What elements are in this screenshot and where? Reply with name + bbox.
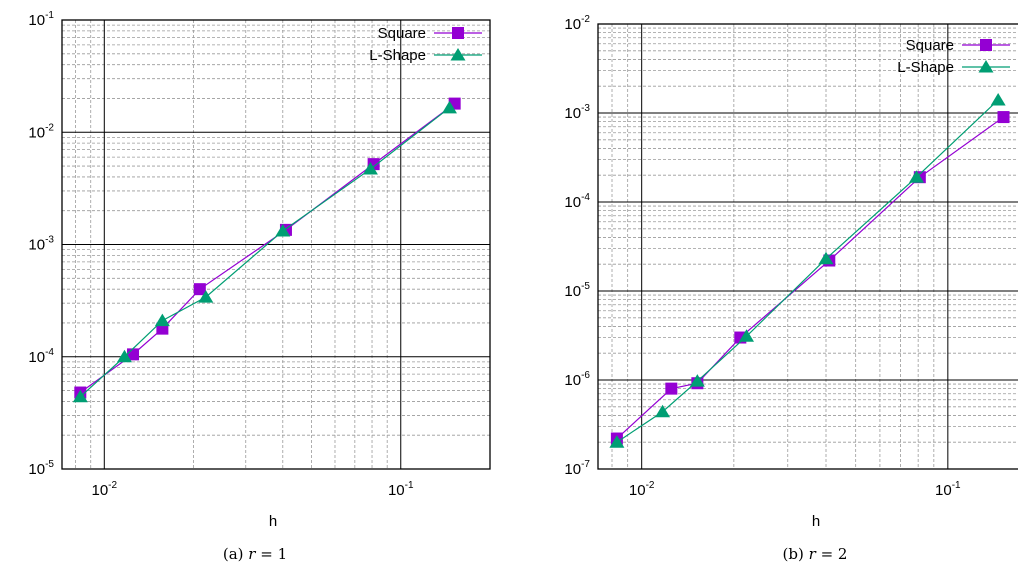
data-point xyxy=(908,170,924,183)
data-point xyxy=(154,313,170,327)
data-point xyxy=(198,290,214,303)
data-point xyxy=(997,111,1010,124)
y-tick-label: 10-1 xyxy=(28,10,54,29)
y-tick-label: 10-5 xyxy=(28,459,54,478)
legend-label: L-Shape xyxy=(897,59,954,76)
data-area xyxy=(609,92,1010,448)
data-point xyxy=(609,435,625,448)
legend-label: Square xyxy=(906,37,954,54)
x-axis-label: h xyxy=(269,513,277,530)
series-square xyxy=(610,111,1010,445)
plot-frame xyxy=(61,19,491,470)
caption: (a) r = 1 xyxy=(223,545,287,563)
legend-label: L-Shape xyxy=(369,47,426,64)
y-tick-label: 10-4 xyxy=(564,192,590,211)
x-tick-label: 10-1 xyxy=(935,480,961,499)
data-point xyxy=(689,374,705,387)
data-point xyxy=(990,92,1006,106)
y-tick-label: 10-7 xyxy=(564,459,590,478)
chart-panel-1: 10-5 10-4 10-3 10-2 10-1 10-2 10-1 h Square L-Sha… xyxy=(28,10,491,563)
y-tick-label: 10-2 xyxy=(28,122,54,141)
series-l-shape xyxy=(72,100,457,403)
y-tick-label: 10-3 xyxy=(564,103,590,122)
x-tick-label: 10-1 xyxy=(388,480,414,499)
y-tick-label: 10-3 xyxy=(28,235,54,254)
data-point xyxy=(665,382,678,395)
data-point xyxy=(441,100,457,114)
grid xyxy=(62,20,490,469)
legend-label: Square xyxy=(378,25,426,42)
legend-marker xyxy=(452,27,464,39)
data-point xyxy=(117,349,133,363)
grid xyxy=(598,24,1018,469)
x-axis-label: h xyxy=(812,513,820,530)
series-l-shape xyxy=(609,92,1006,448)
y-tick-label: 10-6 xyxy=(564,370,590,389)
y-tick-label: 10-4 xyxy=(28,347,54,366)
data-point xyxy=(362,162,378,175)
data-point xyxy=(655,404,671,418)
data-area xyxy=(72,97,461,403)
x-tick-label: 10-2 xyxy=(91,480,117,499)
legend: Square L-Shape xyxy=(897,37,1010,76)
y-tick-label: 10-2 xyxy=(564,14,590,33)
caption: (b) r = 2 xyxy=(783,545,848,563)
y-tick-label: 10-5 xyxy=(564,281,590,300)
data-point xyxy=(193,283,206,296)
plot-frame xyxy=(597,23,1018,470)
data-point xyxy=(818,251,834,265)
legend-marker xyxy=(978,60,994,73)
x-tick-label: 10-2 xyxy=(629,480,655,499)
data-point xyxy=(739,329,755,342)
legend-marker xyxy=(980,39,992,51)
data-point xyxy=(275,223,291,237)
legend: Square L-Shape xyxy=(369,25,482,64)
legend-marker xyxy=(450,48,466,61)
data-point xyxy=(72,389,88,403)
chart-panel-2: 10-7 10-6 10-5 10-4 10-3 10-2 10-2 10-1 h Square L… xyxy=(564,14,1018,563)
